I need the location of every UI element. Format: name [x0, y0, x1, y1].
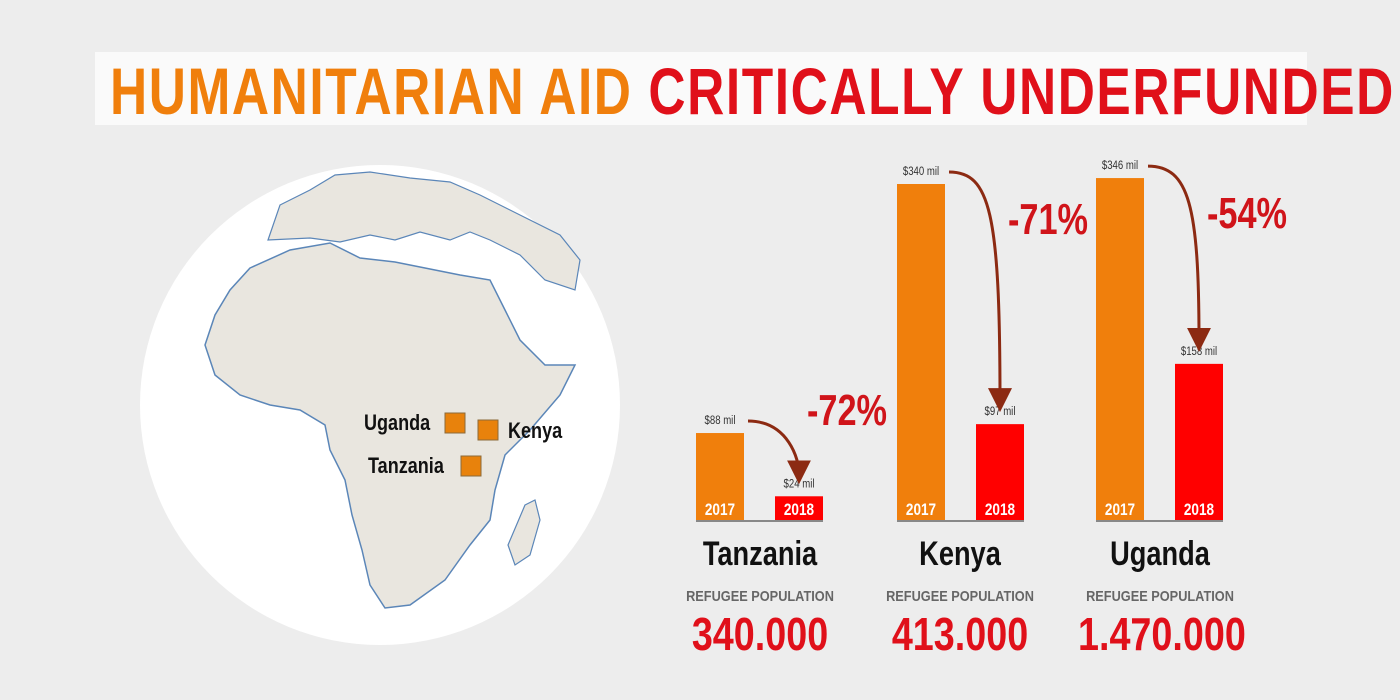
arrow-icon [948, 170, 1012, 413]
page-title: HUMANITARIAN AID CRITICALLY UNDERFUNDED [110, 53, 1395, 129]
year-label: 2017 [906, 501, 936, 520]
country-block-uganda: Uganda REFUGEE POPULATION 1.470.000 [1060, 535, 1260, 661]
percent-change: -54% [1207, 189, 1287, 238]
kenya-marker [477, 419, 499, 441]
title-part-2: CRITICALLY UNDERFUNDED [648, 54, 1395, 128]
value-label: $24 mil [784, 477, 815, 490]
country-name: Tanzania [702, 535, 818, 573]
country-block-kenya: Kenya REFUGEE POPULATION 413.000 [860, 535, 1060, 661]
bar-2018 [1175, 363, 1223, 520]
population-label: REFUGEE POPULATION [886, 588, 1034, 605]
population-value: 340.000 [691, 608, 829, 660]
year-label: 2018 [1184, 501, 1215, 520]
bar-2017 [1096, 178, 1144, 520]
africa-map [140, 165, 620, 645]
population-label: REFUGEE POPULATION [686, 588, 834, 605]
year-label: 2018 [784, 501, 815, 520]
value-label: $97 mil [985, 405, 1016, 418]
bar-chart: 2017 $88 mil 2018 $24 mil -72% 2017 $340 mil 20… [696, 159, 1287, 522]
value-label: $346 mil [1102, 159, 1138, 172]
madagascar-shape [507, 499, 541, 566]
map-label-kenya: Kenya [508, 418, 563, 443]
title-part-1: HUMANITARIAN AID [110, 54, 633, 128]
bar-2017 [696, 433, 744, 520]
europe-shape [267, 171, 581, 291]
year-label: 2017 [1105, 501, 1135, 520]
year-label: 2017 [705, 501, 735, 520]
percent-change: -71% [1008, 195, 1088, 244]
year-label: 2018 [985, 501, 1016, 520]
africa-shape [204, 242, 577, 609]
value-label: $340 mil [903, 165, 939, 178]
tanzania-marker [460, 455, 482, 477]
title-banner [95, 52, 1307, 125]
arrow-icon [747, 419, 811, 485]
uganda-marker [444, 412, 466, 434]
population-label: REFUGEE POPULATION [1086, 588, 1234, 605]
percent-change: -72% [807, 386, 887, 435]
country-block-tanzania: Tanzania REFUGEE POPULATION 340.000 [660, 535, 860, 661]
value-label: $88 mil [705, 414, 736, 427]
country-name: Uganda [1110, 535, 1210, 573]
value-label: $158 mil [1181, 345, 1217, 358]
country-name: Kenya [919, 535, 1001, 573]
population-value: 1.470.000 [1078, 608, 1246, 660]
population-value: 413.000 [891, 608, 1029, 660]
map-label-uganda: Uganda [364, 410, 431, 435]
bar-2018 [775, 496, 823, 520]
bar-2017 [897, 184, 945, 520]
bar-2018 [976, 424, 1024, 520]
arrow-icon [1147, 164, 1211, 352]
map-label-tanzania: Tanzania [368, 453, 444, 478]
